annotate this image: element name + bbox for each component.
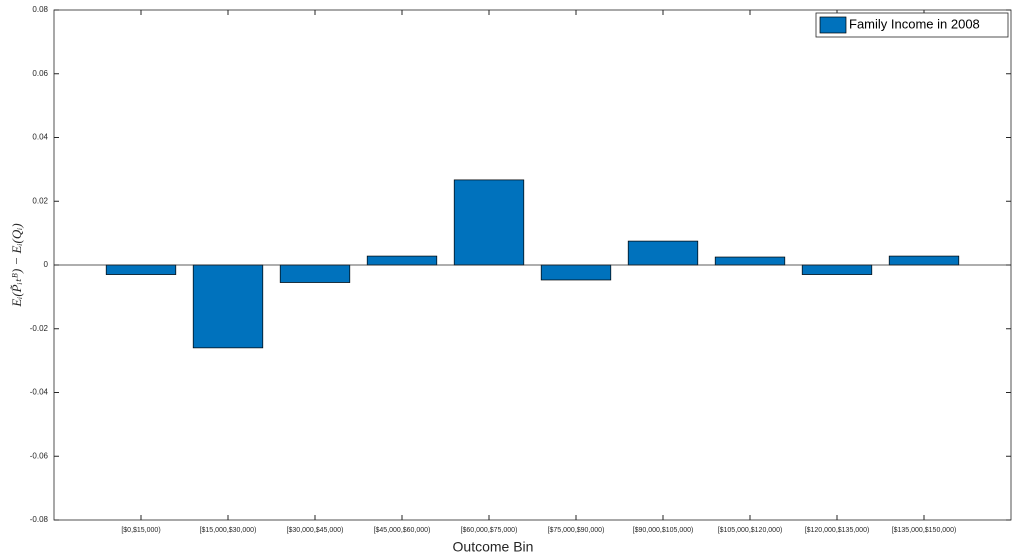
bar — [540, 264, 612, 281]
x-tick-label: [$90,000,$105,000) — [633, 527, 694, 534]
y-tick-label: -0.04 — [30, 388, 49, 397]
x-tick-label: [$15,000,$30,000) — [200, 527, 257, 534]
x-tick-label: [$135,000,$150,000) — [892, 527, 957, 534]
bar — [192, 264, 264, 349]
x-tick-label: [$75,000,$90,000) — [548, 527, 605, 534]
x-tick-label: [$120,000,$135,000) — [805, 527, 870, 534]
bar — [366, 255, 438, 266]
axes-box — [53, 9, 1012, 521]
y-tick-label: 0.06 — [32, 69, 48, 78]
x-axis-label: Outcome Bin — [453, 539, 534, 555]
bar — [627, 240, 699, 266]
bar — [279, 264, 351, 283]
bar — [888, 255, 960, 266]
legend-label: Family Income in 2008 — [849, 16, 980, 31]
x-tick-label: [$45,000,$60,000) — [374, 527, 431, 534]
bar — [453, 179, 525, 266]
y-axis-label: Eᵢ(P̃ᵢₜᴮ) − Eᵢ(Qᵢ) — [9, 223, 24, 307]
x-tick-label: [$105,000,$120,000) — [718, 527, 783, 534]
x-tick-label: [$60,000,$75,000) — [461, 527, 518, 534]
y-tick-label: -0.06 — [30, 451, 49, 460]
legend-box — [815, 12, 1009, 38]
bar — [801, 264, 873, 275]
bar — [714, 256, 786, 266]
y-tick-label: -0.08 — [30, 515, 49, 524]
x-tick-label: [$30,000,$45,000) — [287, 527, 344, 534]
y-tick-label: -0.02 — [30, 324, 49, 333]
y-tick-label: 0 — [44, 260, 49, 269]
x-tick-label: [$0,$15,000) — [121, 527, 160, 534]
y-tick-label: 0.08 — [32, 5, 48, 14]
y-tick-label: 0.02 — [32, 196, 48, 205]
bar — [105, 264, 177, 275]
y-tick-label: 0.04 — [32, 133, 48, 142]
legend-swatch — [819, 16, 847, 34]
